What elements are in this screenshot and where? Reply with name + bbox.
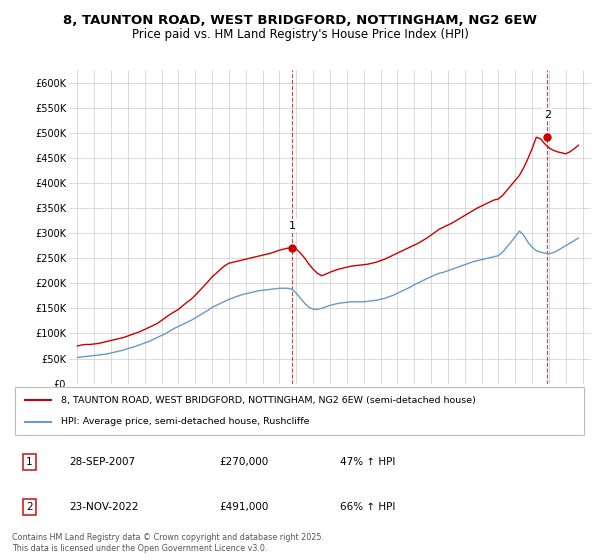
Text: HPI: Average price, semi-detached house, Rushcliffe: HPI: Average price, semi-detached house,… xyxy=(61,417,310,426)
Text: £270,000: £270,000 xyxy=(220,457,269,467)
Text: £491,000: £491,000 xyxy=(220,502,269,512)
Text: 1: 1 xyxy=(289,221,296,231)
Text: 23-NOV-2022: 23-NOV-2022 xyxy=(70,502,139,512)
Text: 8, TAUNTON ROAD, WEST BRIDGFORD, NOTTINGHAM, NG2 6EW: 8, TAUNTON ROAD, WEST BRIDGFORD, NOTTING… xyxy=(63,14,537,27)
FancyBboxPatch shape xyxy=(15,388,584,435)
Text: 47% ↑ HPI: 47% ↑ HPI xyxy=(340,457,395,467)
Text: 2: 2 xyxy=(26,502,32,512)
Text: 8, TAUNTON ROAD, WEST BRIDGFORD, NOTTINGHAM, NG2 6EW (semi-detached house): 8, TAUNTON ROAD, WEST BRIDGFORD, NOTTING… xyxy=(61,396,476,405)
Text: Contains HM Land Registry data © Crown copyright and database right 2025.
This d: Contains HM Land Registry data © Crown c… xyxy=(12,533,324,553)
Text: 28-SEP-2007: 28-SEP-2007 xyxy=(70,457,136,467)
Text: 66% ↑ HPI: 66% ↑ HPI xyxy=(340,502,395,512)
Text: 1: 1 xyxy=(26,457,32,467)
Text: 2: 2 xyxy=(544,110,551,120)
Text: Price paid vs. HM Land Registry's House Price Index (HPI): Price paid vs. HM Land Registry's House … xyxy=(131,28,469,41)
